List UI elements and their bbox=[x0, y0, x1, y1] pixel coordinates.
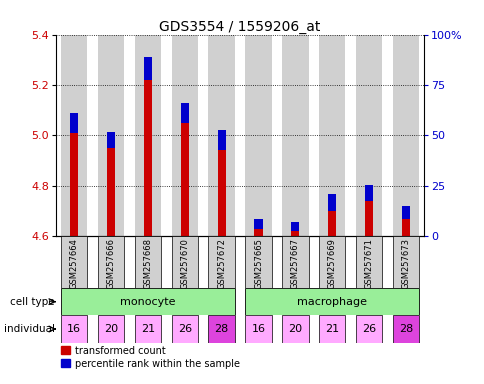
Bar bbox=[254, 218, 262, 228]
Bar bbox=[245, 315, 271, 343]
Bar bbox=[217, 130, 225, 151]
Bar bbox=[208, 315, 234, 343]
Title: GDS3554 / 1559206_at: GDS3554 / 1559206_at bbox=[159, 20, 320, 33]
Bar bbox=[107, 148, 115, 236]
Text: GSM257670: GSM257670 bbox=[180, 238, 189, 289]
Text: GSM257665: GSM257665 bbox=[254, 238, 262, 289]
Bar bbox=[135, 315, 161, 343]
Bar bbox=[282, 315, 308, 343]
Bar bbox=[135, 236, 161, 288]
Text: 20: 20 bbox=[104, 324, 118, 334]
Text: 21: 21 bbox=[140, 324, 155, 334]
Bar bbox=[245, 288, 418, 315]
Text: 21: 21 bbox=[324, 324, 339, 334]
Bar bbox=[217, 151, 225, 236]
Bar bbox=[245, 236, 271, 288]
Bar bbox=[392, 315, 418, 343]
Bar bbox=[318, 236, 345, 288]
Bar bbox=[328, 194, 335, 211]
Text: GSM257666: GSM257666 bbox=[106, 238, 115, 289]
Bar bbox=[208, 35, 234, 236]
Text: monocyte: monocyte bbox=[120, 297, 175, 307]
Bar bbox=[355, 315, 381, 343]
Bar bbox=[392, 35, 418, 236]
Bar bbox=[291, 222, 299, 231]
Bar bbox=[135, 35, 161, 236]
Text: cell type: cell type bbox=[10, 297, 55, 307]
Text: GSM257664: GSM257664 bbox=[70, 238, 78, 289]
Bar bbox=[61, 315, 87, 343]
Bar bbox=[291, 231, 299, 236]
Bar bbox=[171, 315, 197, 343]
Bar bbox=[364, 201, 372, 236]
Bar bbox=[245, 35, 271, 236]
Bar bbox=[98, 236, 124, 288]
Text: 16: 16 bbox=[67, 324, 81, 334]
Bar bbox=[171, 236, 197, 288]
Bar bbox=[171, 35, 197, 236]
Text: GSM257667: GSM257667 bbox=[290, 238, 299, 289]
Text: macrophage: macrophage bbox=[297, 297, 366, 307]
Bar bbox=[364, 185, 372, 201]
Text: 26: 26 bbox=[361, 324, 376, 334]
Bar bbox=[61, 35, 87, 236]
Text: 20: 20 bbox=[287, 324, 302, 334]
Bar bbox=[208, 236, 234, 288]
Text: 28: 28 bbox=[398, 324, 412, 334]
Bar bbox=[181, 123, 188, 236]
Text: GSM257669: GSM257669 bbox=[327, 238, 336, 289]
Text: GSM257668: GSM257668 bbox=[143, 238, 152, 289]
Bar bbox=[355, 35, 381, 236]
Text: 26: 26 bbox=[177, 324, 192, 334]
Text: GSM257672: GSM257672 bbox=[217, 238, 226, 289]
Bar bbox=[61, 236, 87, 288]
Bar bbox=[98, 35, 124, 236]
Bar bbox=[282, 236, 308, 288]
Bar bbox=[392, 236, 418, 288]
Bar bbox=[181, 103, 188, 123]
Bar bbox=[61, 288, 234, 315]
Bar bbox=[282, 35, 308, 236]
Bar bbox=[318, 35, 345, 236]
Bar bbox=[355, 236, 381, 288]
Bar bbox=[318, 315, 345, 343]
Text: individual: individual bbox=[4, 324, 55, 334]
Bar bbox=[70, 133, 78, 236]
Bar bbox=[254, 228, 262, 236]
Bar bbox=[144, 80, 151, 236]
Bar bbox=[70, 113, 78, 133]
Bar bbox=[401, 207, 409, 218]
Bar bbox=[107, 132, 115, 148]
Bar bbox=[328, 211, 335, 236]
Text: GSM257671: GSM257671 bbox=[364, 238, 373, 289]
Text: GSM257673: GSM257673 bbox=[401, 238, 409, 289]
Bar bbox=[144, 57, 151, 80]
Bar bbox=[401, 218, 409, 236]
Legend: transformed count, percentile rank within the sample: transformed count, percentile rank withi… bbox=[60, 346, 240, 369]
Text: 16: 16 bbox=[251, 324, 265, 334]
Text: 28: 28 bbox=[214, 324, 228, 334]
Bar bbox=[98, 315, 124, 343]
